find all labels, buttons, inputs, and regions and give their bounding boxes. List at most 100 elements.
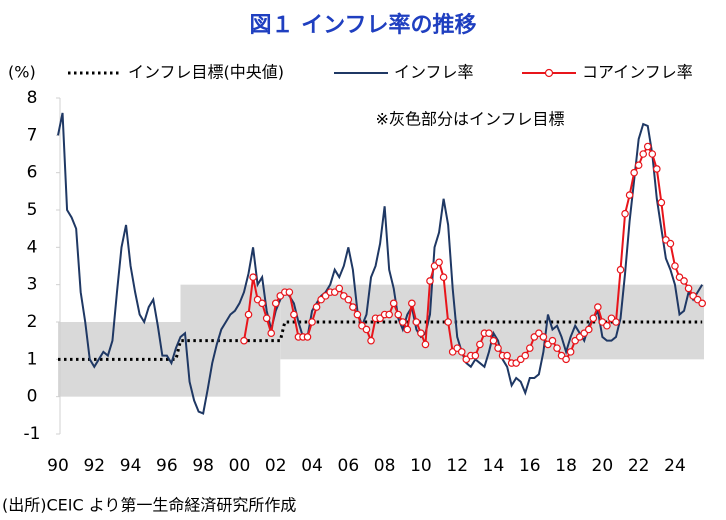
data-point xyxy=(525,344,534,352)
data-point xyxy=(680,277,688,285)
legend-label: インフレ目標(中央値) xyxy=(128,63,284,82)
x-tick-label: 06 xyxy=(338,456,360,476)
data-point xyxy=(367,336,375,345)
x-tick-label: 16 xyxy=(519,456,541,476)
data-point xyxy=(684,284,693,293)
data-point xyxy=(489,336,498,345)
data-point xyxy=(616,265,625,274)
data-point xyxy=(394,310,403,319)
y-tick-label: 7 xyxy=(27,125,38,145)
y-tick-label: 2 xyxy=(27,312,38,332)
data-point xyxy=(389,299,398,308)
data-point xyxy=(439,273,448,282)
data-point xyxy=(421,340,430,349)
data-point xyxy=(244,310,253,319)
data-point xyxy=(603,321,611,330)
y-tick-label: 4 xyxy=(27,237,38,257)
source-note: (出所)CEIC より第一生命経済研究所作成 xyxy=(2,496,296,515)
x-tick-label: 94 xyxy=(120,456,142,476)
data-point xyxy=(403,325,412,334)
data-point xyxy=(344,295,353,304)
data-point xyxy=(435,258,443,267)
data-point xyxy=(671,262,679,270)
data-point xyxy=(312,303,321,311)
data-point xyxy=(417,329,425,338)
y-tick-label: 3 xyxy=(27,275,38,295)
data-point xyxy=(285,288,294,296)
legend-marker xyxy=(544,68,554,78)
x-tick-label: 92 xyxy=(83,456,105,476)
data-point xyxy=(471,351,480,360)
legend: インフレ目標(中央値) インフレ率 コアインフレ率 xyxy=(68,63,693,82)
data-point xyxy=(249,273,257,282)
data-point xyxy=(267,329,276,338)
data-point xyxy=(258,299,266,308)
data-point xyxy=(308,318,316,326)
data-point xyxy=(648,150,657,158)
data-point xyxy=(698,299,706,308)
data-point xyxy=(594,303,602,311)
data-point xyxy=(426,277,434,285)
y-tick-label: 0 xyxy=(27,387,38,407)
data-point xyxy=(553,344,561,352)
data-point xyxy=(444,318,452,326)
data-point xyxy=(625,191,634,199)
data-point xyxy=(485,329,493,338)
data-point xyxy=(503,351,511,360)
data-point xyxy=(494,344,502,352)
data-point xyxy=(240,336,248,345)
data-point xyxy=(398,318,407,326)
data-point xyxy=(408,299,416,308)
x-tick-label: 08 xyxy=(374,456,396,476)
data-point xyxy=(349,303,357,311)
data-point xyxy=(539,333,548,341)
data-point xyxy=(548,336,557,345)
x-tick-label: 00 xyxy=(229,456,251,476)
x-tick-label: 02 xyxy=(265,456,287,476)
y-axis-label: (%) xyxy=(8,63,36,82)
data-point xyxy=(589,314,598,323)
data-point xyxy=(303,333,312,341)
chart-title: 図１ インフレ率の推移 xyxy=(250,12,477,38)
x-tick-label: 14 xyxy=(483,456,505,476)
y-tick-label: -1 xyxy=(24,424,41,444)
data-point xyxy=(385,310,393,319)
data-point xyxy=(612,318,620,326)
x-tick-label: 18 xyxy=(555,456,577,476)
data-point xyxy=(353,310,362,319)
y-tick-label: 5 xyxy=(27,200,38,220)
legend-label: コアインフレ率 xyxy=(582,63,693,82)
data-point xyxy=(562,355,570,364)
data-point xyxy=(630,168,638,177)
x-tick-label: 20 xyxy=(592,456,614,476)
y-tick-label: 1 xyxy=(27,349,38,369)
legend-label: インフレ率 xyxy=(394,63,474,82)
data-point xyxy=(584,325,593,334)
x-tick-label: 22 xyxy=(628,456,650,476)
data-point xyxy=(634,161,643,170)
series-line xyxy=(58,320,703,361)
data-point xyxy=(521,351,530,360)
x-tick-label: 90 xyxy=(47,456,69,476)
data-point xyxy=(476,340,484,349)
y-tick-label: 6 xyxy=(27,163,38,183)
data-point xyxy=(290,310,298,319)
x-tick-label: 04 xyxy=(301,456,323,476)
data-point xyxy=(566,348,575,356)
x-tick-label: 12 xyxy=(446,456,468,476)
annotation: ※灰色部分はインフレ目標 xyxy=(376,110,565,129)
data-point xyxy=(643,142,652,151)
y-tick-label: 8 xyxy=(27,88,38,108)
data-point xyxy=(653,165,661,173)
data-point xyxy=(271,299,280,308)
data-point xyxy=(457,348,466,356)
data-point xyxy=(657,198,666,207)
data-point xyxy=(335,284,344,293)
x-tick-label: 96 xyxy=(156,456,178,476)
data-point xyxy=(412,318,421,326)
data-point xyxy=(639,150,648,158)
data-point xyxy=(262,314,271,323)
data-point xyxy=(621,209,629,218)
